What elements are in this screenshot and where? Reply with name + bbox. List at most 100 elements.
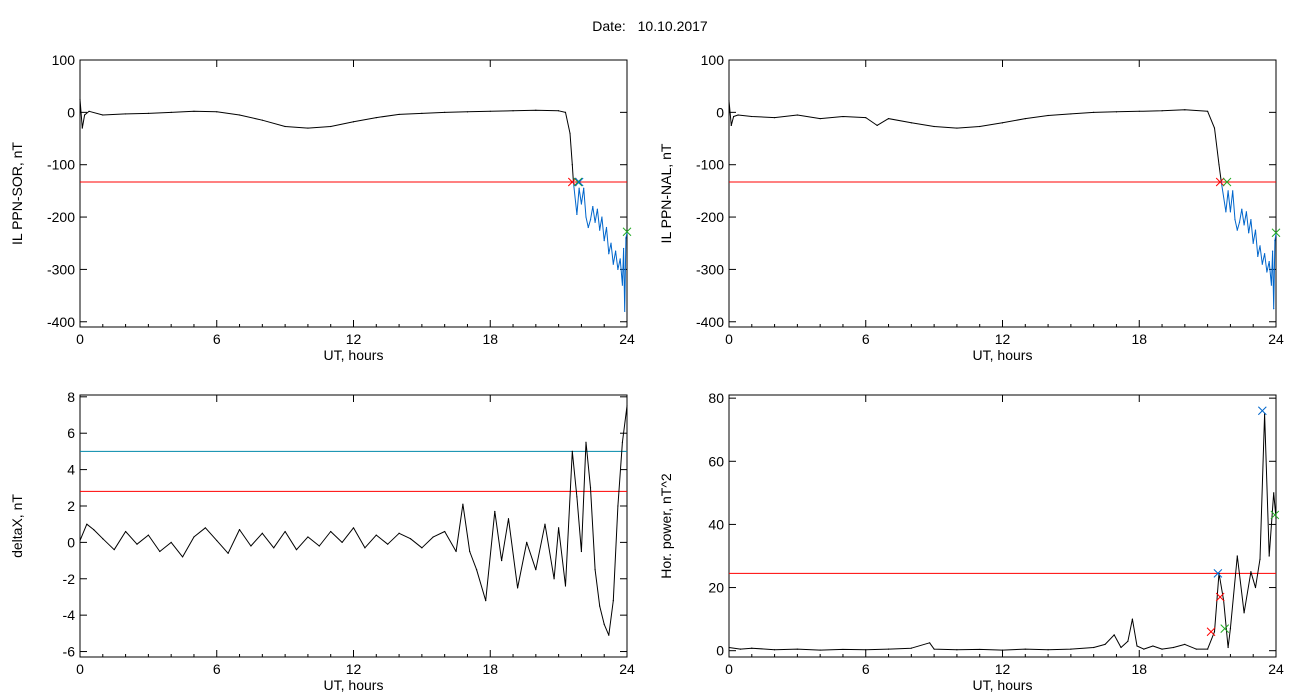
marker-blue <box>574 177 584 187</box>
data-point <box>876 124 878 127</box>
data-point <box>1093 111 1095 113</box>
data-point <box>1207 110 1209 112</box>
data-point <box>580 550 583 553</box>
x-tick-label: 6 <box>213 661 221 677</box>
data-point <box>1213 127 1216 129</box>
series-line-blue <box>572 181 628 312</box>
data-point <box>1127 640 1129 642</box>
data-point <box>842 115 844 118</box>
data-point <box>1024 118 1026 120</box>
data-point <box>796 648 798 650</box>
x-tick-label: 0 <box>725 331 733 347</box>
data-point <box>564 111 567 113</box>
y-tick-label: 60 <box>708 453 724 469</box>
marker-green <box>1222 177 1232 187</box>
y-tick-label: 6 <box>67 425 75 441</box>
data-point <box>1275 517 1277 519</box>
data-point <box>284 125 286 128</box>
y-tick-label: 80 <box>708 390 724 406</box>
y-tick-label: -2 <box>63 571 76 587</box>
figure-title: Date: 10.10.2017 <box>0 18 1300 34</box>
data-point <box>284 530 286 533</box>
x-tick-label: 24 <box>1268 331 1284 347</box>
data-point <box>1270 284 1273 286</box>
data-point <box>147 112 149 114</box>
chart-panel-nal: 0 6 12 18 24 100 0 -100 -200 -300 -400 UT, hours IL … <box>658 52 1284 363</box>
data-point <box>124 113 127 115</box>
data-point <box>507 518 510 520</box>
series-line-black <box>79 405 628 636</box>
data-point <box>1104 643 1106 645</box>
data-point <box>102 538 104 540</box>
data-point <box>216 539 218 542</box>
x-axis-title: UT, hours <box>973 677 1033 693</box>
chart-panel-power: 0 6 12 18 24 80 60 40 20 0 UT, hours Hor. power, nT… <box>658 390 1284 693</box>
data-point <box>1207 648 1209 650</box>
data-point <box>330 125 332 128</box>
y-tick-label: 100 <box>52 52 76 68</box>
data-point <box>79 98 81 100</box>
data-point <box>1047 114 1049 117</box>
data-point <box>728 100 730 102</box>
data-point <box>621 284 624 286</box>
y-tick-label: 8 <box>67 389 75 405</box>
y-tick-label: 4 <box>67 462 75 478</box>
data-point <box>1047 649 1049 651</box>
data-point <box>93 529 95 531</box>
data-point <box>1225 211 1227 213</box>
data-point <box>227 552 229 554</box>
data-point <box>596 208 598 210</box>
marker-blue <box>1213 568 1223 578</box>
data-point <box>398 532 400 534</box>
data-point <box>485 599 487 602</box>
data-point <box>526 541 528 543</box>
data-point <box>535 569 537 571</box>
data-point <box>1271 250 1274 252</box>
data-point <box>1184 109 1186 111</box>
data-point <box>147 534 149 536</box>
data-point <box>352 527 355 529</box>
data-point <box>1243 612 1245 614</box>
data-point <box>585 216 587 218</box>
data-point <box>751 115 753 118</box>
data-point <box>621 441 624 443</box>
data-point <box>1024 648 1026 650</box>
data-point <box>583 187 585 189</box>
data-point <box>601 216 603 218</box>
data-point <box>466 111 469 113</box>
data-point <box>599 229 601 231</box>
data-point <box>1232 190 1234 192</box>
data-point <box>558 527 560 529</box>
data-point <box>603 623 605 625</box>
data-point <box>1250 571 1252 573</box>
y-tick-label: -200 <box>696 209 724 225</box>
chart-panel-sor: 0 6 12 18 24 100 0 -100 -200 -300 -400 UT, hours IL … <box>9 52 635 363</box>
data-point <box>1001 649 1004 651</box>
x-tick-label: 12 <box>995 331 1011 347</box>
data-point <box>238 529 241 531</box>
data-point <box>956 127 958 129</box>
y-axis-title: IL PPN-SOR, nT <box>9 142 25 245</box>
data-point <box>578 187 580 189</box>
y-tick-label: 0 <box>67 534 75 550</box>
data-point <box>1250 219 1252 221</box>
data-point <box>1236 229 1238 231</box>
data-point <box>113 549 115 551</box>
data-point <box>193 536 195 538</box>
y-tick-label: -200 <box>47 209 75 225</box>
data-point <box>1218 164 1220 166</box>
data-point <box>553 578 555 580</box>
data-point <box>979 648 981 651</box>
data-point <box>594 221 596 223</box>
x-tick-label: 6 <box>213 331 221 347</box>
data-point <box>933 125 935 128</box>
data-point <box>489 110 491 112</box>
data-point <box>136 543 138 545</box>
marker-green <box>622 227 632 237</box>
data-point <box>375 534 377 536</box>
data-point <box>737 114 739 116</box>
data-point <box>1070 113 1072 115</box>
data-point <box>819 118 821 120</box>
data-point <box>341 541 343 543</box>
data-point <box>83 114 86 116</box>
